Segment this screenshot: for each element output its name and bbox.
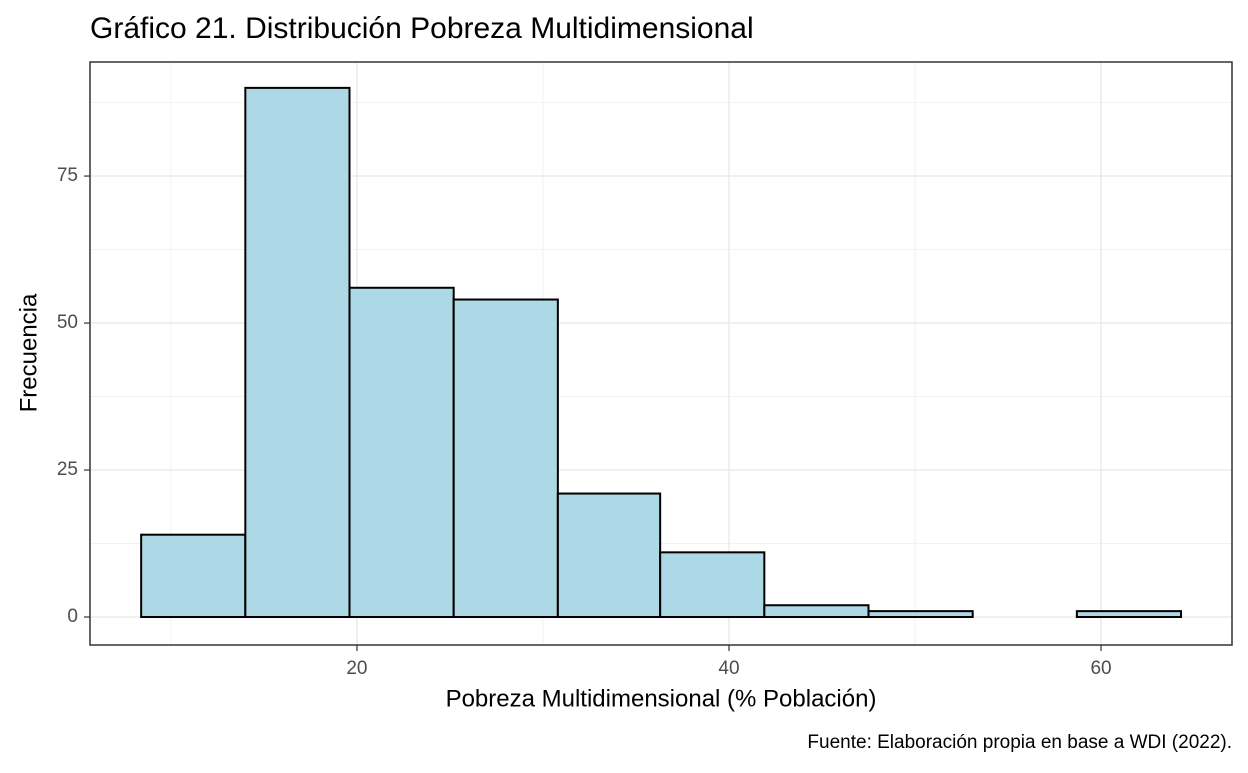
y-tick-label: 50: [57, 312, 78, 333]
plot-border: [89, 61, 1233, 646]
bar: [244, 86, 351, 619]
bar: [1075, 610, 1183, 619]
bar: [348, 286, 455, 619]
bar: [140, 533, 247, 619]
y-tick-label: 0: [67, 606, 78, 627]
caption: Fuente: Elaboración propia en base a WDI…: [807, 732, 1232, 753]
bar: [659, 551, 766, 619]
bar: [452, 298, 559, 619]
x-tick-label: 20: [346, 658, 367, 679]
x-tick-label: 60: [1090, 658, 1111, 679]
y-tick-label: 75: [57, 165, 78, 186]
y-axis-label: Frecuencia: [15, 293, 42, 412]
x-tick-label: 40: [718, 658, 739, 679]
bar: [556, 492, 662, 619]
bar: [867, 610, 974, 619]
bar: [763, 604, 870, 619]
y-tick-label: 25: [57, 459, 78, 480]
x-axis-label: Pobreza Multidimensional (% Población): [446, 685, 877, 712]
chart-title: Gráfico 21. Distribución Pobreza Multidi…: [90, 12, 754, 45]
